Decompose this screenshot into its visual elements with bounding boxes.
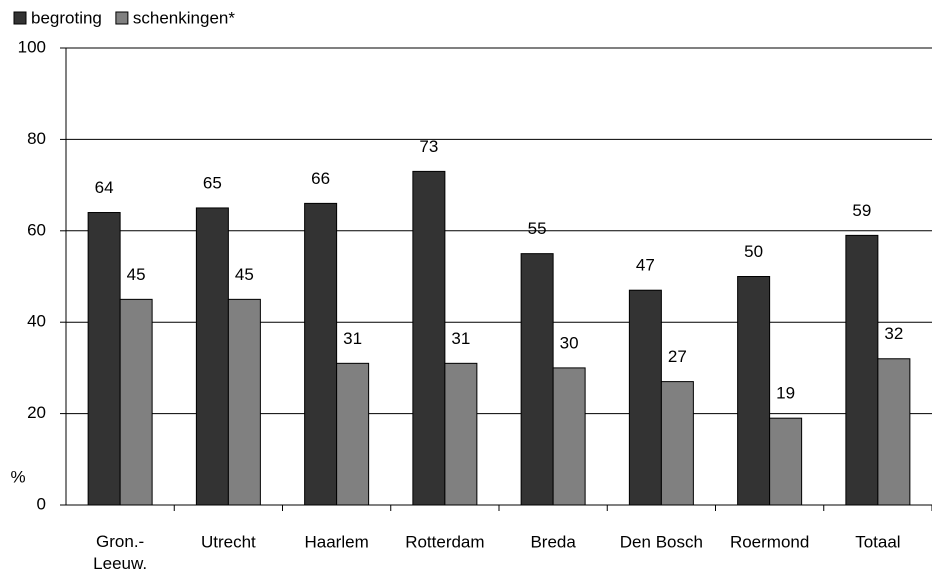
legend-swatch xyxy=(115,11,129,25)
bar xyxy=(87,212,121,506)
y-tick-label: 40 xyxy=(27,312,46,331)
x-tick-label: Haarlem xyxy=(305,532,369,551)
x-tick-label: Utrecht xyxy=(201,532,256,551)
y-tick-label: 80 xyxy=(27,129,46,148)
bar xyxy=(660,381,694,506)
legend-label: schenkingen* xyxy=(133,8,235,27)
data-label: 27 xyxy=(668,347,687,366)
bar xyxy=(227,298,261,506)
bar xyxy=(412,170,446,506)
bar xyxy=(769,417,803,506)
data-label: 64 xyxy=(95,178,114,197)
data-label: 73 xyxy=(419,137,438,156)
x-tick-label: Totaal xyxy=(855,532,900,551)
bar xyxy=(520,253,554,506)
y-axis-label: % xyxy=(10,467,25,486)
data-label: 32 xyxy=(884,324,903,343)
x-tick-label: Gron.-Leeuw. xyxy=(93,532,147,573)
data-label: 45 xyxy=(235,265,254,284)
data-label: 50 xyxy=(744,242,763,261)
data-label: 55 xyxy=(528,219,547,238)
data-label: 47 xyxy=(636,256,655,275)
data-label: 30 xyxy=(560,333,579,352)
y-tick-label: 100 xyxy=(18,37,46,56)
x-tick-label: Den Bosch xyxy=(620,532,703,551)
y-tick-label: 60 xyxy=(27,220,46,239)
bar xyxy=(877,358,911,506)
bar xyxy=(195,207,229,506)
bar xyxy=(444,362,478,506)
bar xyxy=(119,298,153,506)
legend-label: begroting xyxy=(31,8,102,27)
y-tick-label: 0 xyxy=(37,494,46,513)
bar xyxy=(552,367,586,506)
data-label: 65 xyxy=(203,173,222,192)
data-label: 31 xyxy=(451,329,470,348)
x-tick-label: Roermond xyxy=(730,532,809,551)
bar xyxy=(845,234,879,506)
data-label: 31 xyxy=(343,329,362,348)
y-tick-label: 20 xyxy=(27,403,46,422)
x-tick-label: Rotterdam xyxy=(405,532,484,551)
bar xyxy=(304,202,338,506)
x-tick-label: Breda xyxy=(530,532,576,551)
bar xyxy=(336,362,370,506)
bar xyxy=(628,289,662,506)
data-label: 66 xyxy=(311,169,330,188)
legend-swatch xyxy=(13,11,27,25)
bar xyxy=(737,276,771,506)
data-label: 45 xyxy=(127,265,146,284)
data-label: 59 xyxy=(852,201,871,220)
data-label: 19 xyxy=(776,384,795,403)
